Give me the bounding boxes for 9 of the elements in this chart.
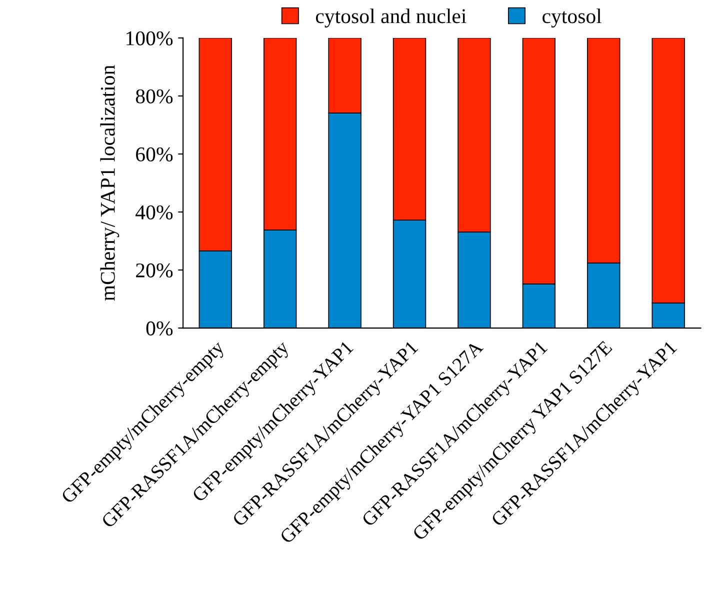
- y-tick-label: 0%: [146, 321, 173, 336]
- y-tick-label: 100%: [126, 31, 173, 46]
- y-tick-label: 60%: [136, 147, 173, 162]
- y-axis-title: mCherry/ YAP1 localization: [100, 65, 120, 301]
- y-tick-label: 80%: [136, 89, 173, 104]
- y-tick-label: 40%: [136, 205, 173, 220]
- legend-label: cytosol and nuclei: [316, 8, 466, 28]
- legend-label: cytosol: [542, 8, 602, 28]
- y-tick-label: 20%: [136, 263, 173, 278]
